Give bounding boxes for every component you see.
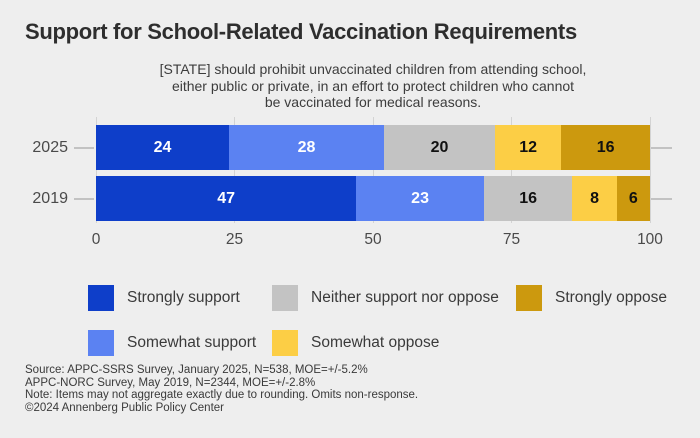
subtitle-line: be vaccinated for medical reasons. [264,94,482,110]
legend-swatch [88,285,114,311]
legend-item: Strongly support [88,285,256,311]
category-label: 2025 [32,139,68,156]
bar-segment: 16 [561,125,650,170]
bar-row: 24 28 20 12 16 [96,125,650,170]
bar-value-label: 20 [430,138,449,156]
legend-item: Neither support nor oppose [272,285,499,311]
category-tick-right [650,146,672,149]
legend-label: Somewhat support [127,334,257,351]
bar-value-label: 16 [519,189,537,207]
bar-value-label: 12 [519,138,537,156]
bar-row: 47 23 16 8 6 [96,176,650,221]
source-line: APPC-NORC Survey, May 2019, N=2344, MOE=… [25,376,316,389]
bar-segment: 24 [96,125,229,170]
bar-value-label: 23 [411,189,429,207]
legend-item: Strongly oppose [516,285,667,311]
legend: Strongly support Somewhat support Neither … [88,285,688,356]
category-tick-left [74,197,94,200]
bar-segment: 16 [483,176,573,221]
category-tick-left [74,146,94,149]
legend-label: Strongly oppose [555,289,668,306]
legend-swatch [272,330,298,356]
legend-swatch [88,330,114,356]
legend-column: Strongly oppose [516,285,667,311]
x-axis-tick-label: 100 [637,231,663,248]
gridline [649,117,651,223]
bar-segment: 28 [228,125,385,170]
chart-title: Support for School-Related Vaccination R… [25,19,577,44]
x-axis-tick-label: 75 [502,231,521,248]
x-axis-tick-label: 25 [225,231,244,248]
subtitle-line: [STATE] should prohibit unvaccinated chi… [159,61,587,77]
bar-value-label: 6 [628,189,638,207]
legend-label: Somewhat oppose [311,334,440,351]
legend-swatch [272,285,298,311]
bar-value-label: 28 [297,138,316,156]
bar-segment: 23 [356,176,484,221]
subtitle-line: either public or private, in an effort t… [171,77,575,94]
bar-value-label: 24 [153,138,172,156]
bar-segment: 12 [494,125,562,170]
gridline [95,117,97,223]
bar-value-label: 8 [590,189,600,207]
legend-label: Neither support nor oppose [311,289,499,306]
legend-item: Somewhat oppose [272,330,499,356]
gridline [372,117,374,223]
legend-item: Somewhat support [88,330,256,356]
category-label: 2019 [32,190,68,207]
chart-subtitle: [STATE] should prohibit unvaccinated chi… [96,61,650,111]
bar-segment: 20 [384,125,495,170]
gridline [234,117,235,223]
bar-value-label: 47 [217,189,236,207]
bar-value-label: 16 [596,138,615,156]
legend-column: Strongly support Somewhat support [88,285,256,356]
bar-segment: 6 [616,176,650,221]
copyright-line: ©2024 Annenberg Public Policy Center [25,401,224,414]
source-line: Source: APPC-SSRS Survey, January 2025, … [25,364,368,376]
x-axis-tick-label: 50 [364,231,382,248]
bar-segment: 8 [572,176,617,221]
x-axis-tick-label: 0 [91,231,101,248]
note-line: Note: Items may not aggregate exactly du… [25,389,419,402]
legend-swatch [516,285,542,311]
category-tick-right [650,197,672,200]
source-notes: Source: APPC-SSRS Survey, January 2025, … [25,364,418,414]
legend-column: Neither support nor oppose Somewhat oppos… [272,285,499,356]
bar-segment: 47 [96,176,357,221]
gridline [511,117,512,223]
legend-label: Strongly support [127,289,240,306]
